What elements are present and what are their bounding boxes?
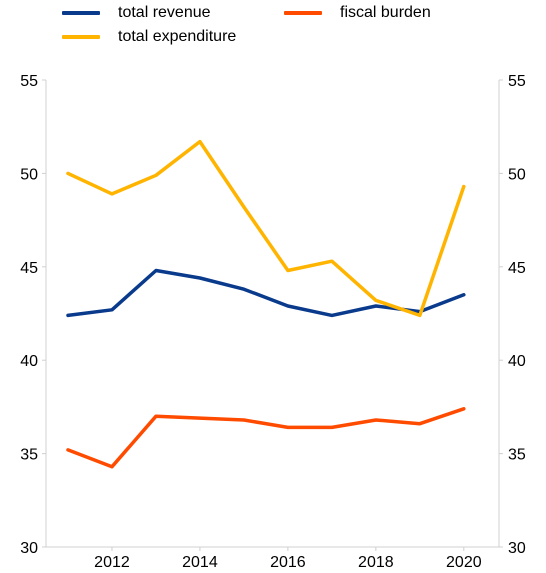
y-tick-label-left: 45 [20, 260, 38, 277]
tick-labels: 30 30 35 35 40 40 45 45 50 50 55 55 2012 2014 2016 2018… [20, 73, 526, 571]
legend-item-fiscal-burden: fiscal burden [284, 4, 431, 22]
y-tick-label-left: 30 [20, 540, 38, 557]
x-tick-label: 2020 [446, 554, 482, 571]
y-tick-label-right: 35 [508, 447, 526, 464]
axes [42, 79, 503, 551]
y-tick-label-left: 35 [20, 447, 38, 464]
legend: total revenue fiscal burden total expend… [0, 2, 546, 48]
y-tick-label-left: 40 [20, 353, 38, 370]
legend-swatch-total-revenue [62, 11, 100, 15]
legend-label-fiscal-burden: fiscal burden [340, 4, 431, 21]
y-tick-label-left: 50 [20, 166, 38, 183]
y-tick-label-right: 30 [508, 540, 526, 557]
legend-item-total-revenue: total revenue [62, 4, 211, 22]
x-tick-label: 2014 [182, 554, 218, 571]
series-lines [66, 139, 466, 469]
series-line-fiscal-burden [66, 407, 466, 469]
y-tick-label-right: 50 [508, 166, 526, 183]
legend-label-total-expenditure: total expenditure [118, 28, 237, 45]
x-tick-label: 2016 [270, 554, 306, 571]
x-tick-label: 2018 [358, 554, 394, 571]
x-tick-label: 2012 [94, 554, 130, 571]
legend-item-total-expenditure: total expenditure [62, 28, 236, 46]
y-tick-label-left: 55 [20, 73, 38, 90]
legend-swatch-fiscal-burden [284, 11, 322, 15]
legend-label-total-revenue: total revenue [118, 4, 211, 21]
y-tick-label-right: 40 [508, 353, 526, 370]
legend-swatch-total-expenditure [62, 35, 100, 39]
y-tick-label-right: 45 [508, 260, 526, 277]
y-tick-label-right: 55 [508, 73, 526, 90]
series-line-total-expenditure [66, 139, 466, 318]
